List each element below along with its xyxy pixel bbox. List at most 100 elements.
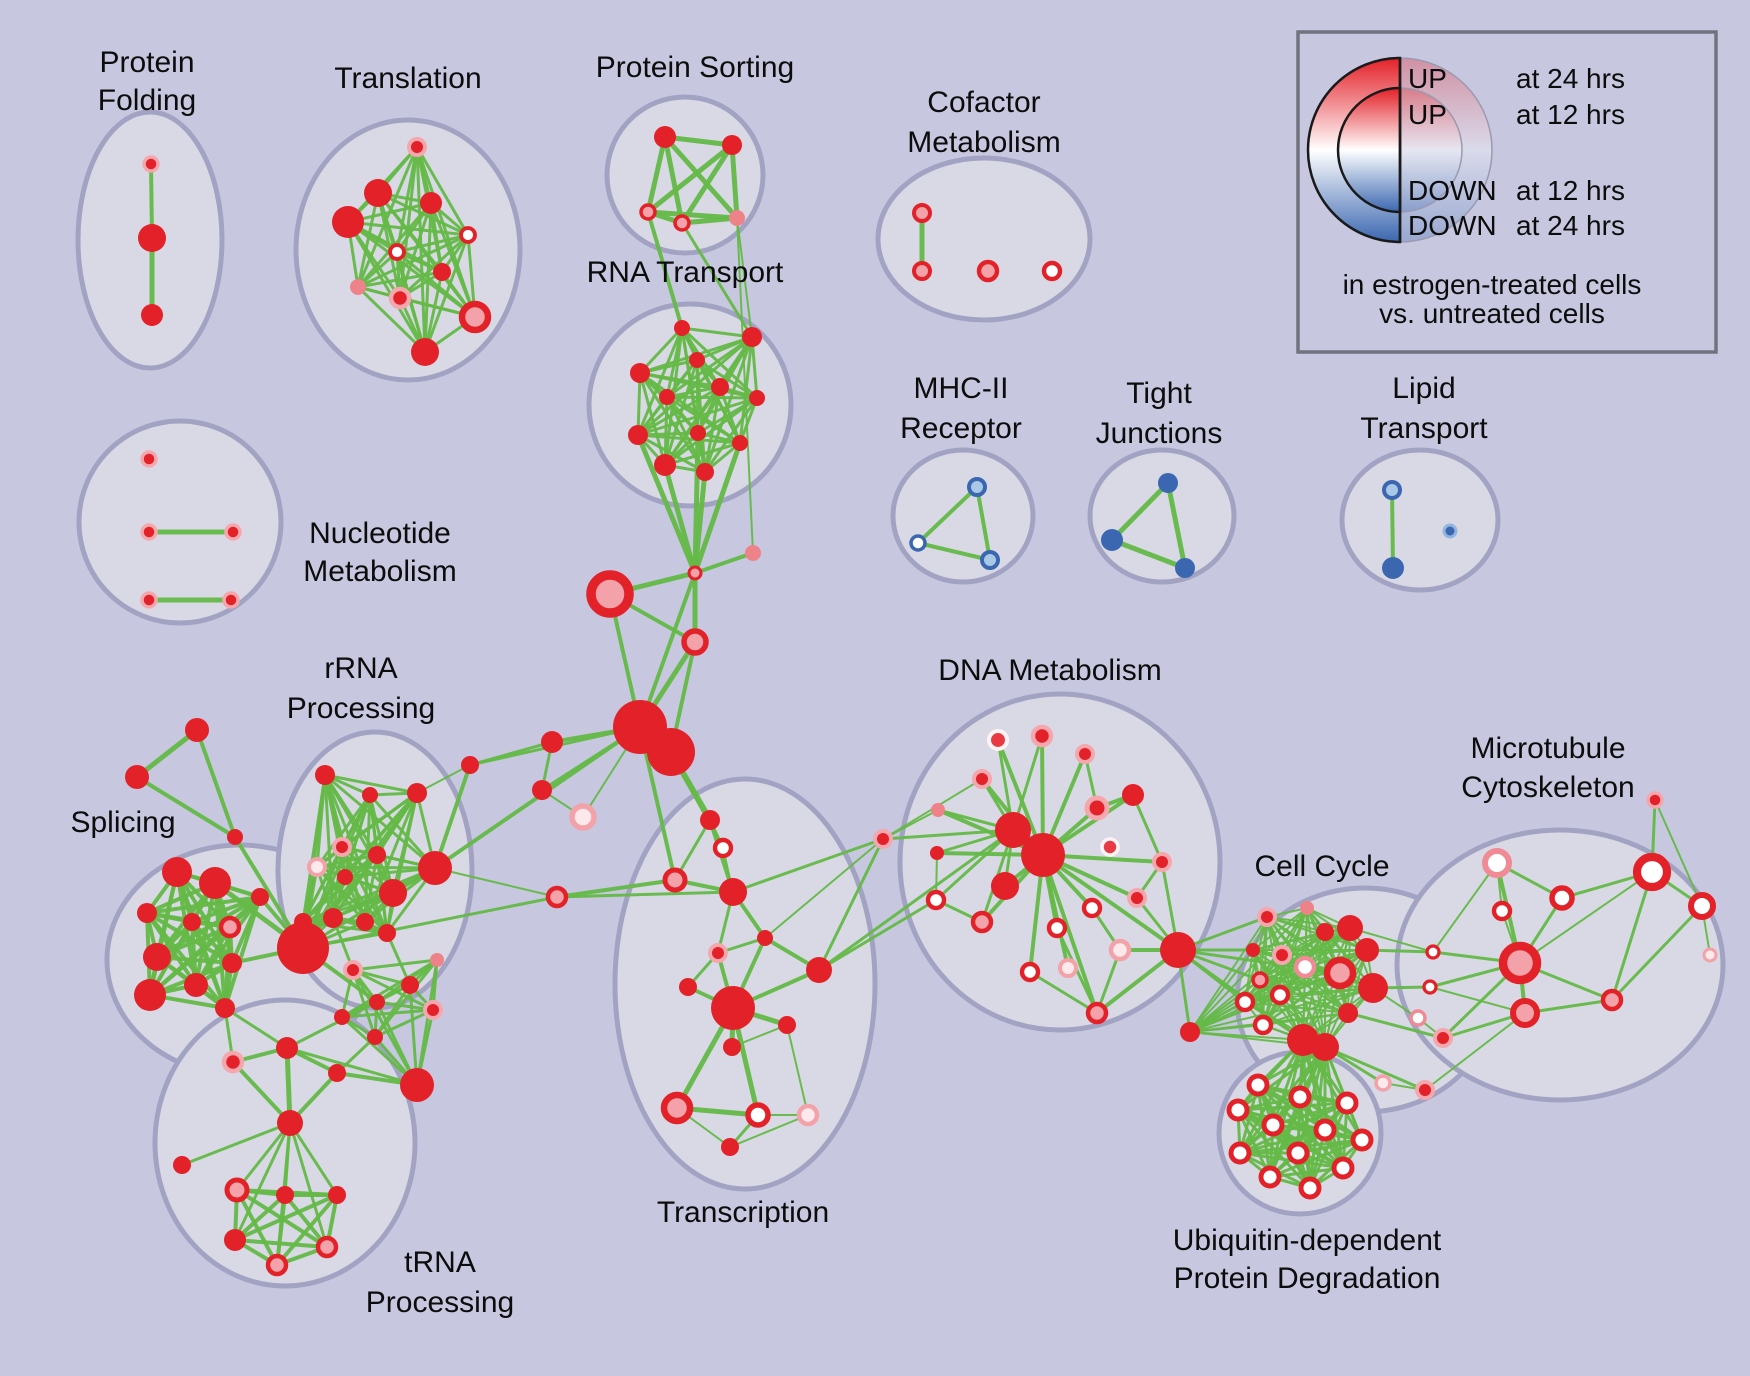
edge-dm5-dm4 <box>882 809 939 840</box>
gene-node-dm9 <box>1084 795 1110 821</box>
legend-time-label: at 24 hrs <box>1516 210 1625 241</box>
gene-node-tx11 <box>723 1038 741 1056</box>
cluster-label-tx: Transcription <box>657 1196 829 1229</box>
edge-jx0-rt7 <box>635 432 698 576</box>
edge-rr4-rr11 <box>340 845 389 935</box>
gene-node-lp1 <box>1382 557 1404 579</box>
gene-node-dm15 <box>970 910 994 934</box>
gene-node-dm3 <box>972 769 992 789</box>
gene-node-cf3 <box>1041 260 1063 282</box>
gene-node-rr5 <box>368 846 386 864</box>
gene-node-dm22 <box>1085 1001 1109 1025</box>
cluster-label-cc: Cell Cycle <box>1254 850 1389 883</box>
gene-node-sp4 <box>218 915 242 939</box>
gene-node-tl4 <box>388 243 406 261</box>
edge-sp11-tn1 <box>223 1006 289 1050</box>
gene-node-cc17 <box>1311 1033 1339 1061</box>
gene-node-jx2 <box>681 628 709 656</box>
edge-dm20-dm22 <box>1028 970 1099 1015</box>
edge-rr11-rr12 <box>301 920 389 935</box>
edge-jx0-rt10 <box>662 462 698 576</box>
gene-node-tx3 <box>545 885 569 909</box>
gene-node-cc20 <box>1409 1009 1427 1027</box>
edge-tx3-tx2 <box>555 878 677 899</box>
gene-node-mt10 <box>1687 891 1717 921</box>
edge-cc17-ub10 <box>1268 1045 1327 1179</box>
edge-tn3-tn9 <box>288 1121 329 1249</box>
gene-node-cc10 <box>1337 915 1363 941</box>
gene-node-tl10 <box>411 338 439 366</box>
gene-node-nm0 <box>140 450 158 468</box>
gene-node-tx0 <box>700 810 720 830</box>
edge-tl3-tl10 <box>346 220 427 354</box>
gene-node-tx15 <box>721 1138 739 1156</box>
edge-ps3-rt1 <box>680 221 754 339</box>
edge-rr0-rr2 <box>323 773 419 795</box>
edge-ub2-ub3 <box>1236 1101 1349 1112</box>
gene-node-jx0 <box>687 565 703 581</box>
gene-node-dm4 <box>931 803 945 817</box>
gene-node-cc14 <box>1358 973 1388 1003</box>
edge-rt0-rt2 <box>638 326 684 375</box>
gene-node-st1 <box>125 765 149 789</box>
gene-node-rt3 <box>689 352 705 368</box>
edge-cc1-cc9 <box>1189 907 1308 1033</box>
gene-node-sp11 <box>215 998 235 1018</box>
edge-st1-st2 <box>135 775 237 839</box>
cluster-label-mt: Cytoskeleton <box>1461 771 1634 804</box>
gene-node-rr17 <box>401 976 419 994</box>
edge-tn5-tn10 <box>235 1188 279 1267</box>
legend-time-label: at 12 hrs <box>1516 99 1625 130</box>
gene-node-mt9 <box>1632 852 1672 892</box>
edge-ps2-rt0 <box>646 210 684 330</box>
cluster-ellipse-lp <box>1339 447 1501 593</box>
gene-node-cc9 <box>1180 1022 1200 1042</box>
gene-node-ub9 <box>1331 1156 1355 1180</box>
edge-ps1-ps4 <box>729 142 740 221</box>
gene-node-rr2 <box>407 783 427 803</box>
edge-st0-st2 <box>195 728 237 839</box>
gene-node-cc0 <box>1257 907 1277 927</box>
edge-tj0-tj2 <box>1165 480 1188 571</box>
gene-node-rr1 <box>362 787 378 803</box>
gene-node-cf0 <box>912 203 932 223</box>
gene-node-cc7 <box>1234 991 1256 1013</box>
gene-node-rt11 <box>696 463 714 481</box>
edge-cc23-mt4 <box>1424 1012 1526 1091</box>
cluster-ellipse-tj <box>1087 447 1237 585</box>
gene-node-rr9 <box>323 908 343 928</box>
gene-node-rr4 <box>332 837 352 857</box>
edge-cc6-cc15 <box>1279 994 1349 1014</box>
gene-node-lc1 <box>532 780 552 800</box>
edge-tj0-tj1 <box>1109 480 1171 543</box>
edge-ub5-ub7 <box>1238 1128 1327 1155</box>
gene-node-dm21 <box>1058 958 1078 978</box>
gene-node-rr23 <box>400 1068 434 1102</box>
edge-rr15-tx3 <box>301 895 559 950</box>
edge-mt3-mt9 <box>1519 871 1653 964</box>
legend-ring-12h <box>1336 86 1402 214</box>
edge-rr4-rr12 <box>301 845 344 924</box>
gene-node-tn8 <box>224 1229 246 1251</box>
gene-node-mh2 <box>980 550 1000 570</box>
cluster-label-rr: Processing <box>287 692 435 725</box>
edge-cc0-cc9 <box>1189 916 1268 1033</box>
gene-node-ub7 <box>1228 1141 1252 1165</box>
gene-node-tl6 <box>433 263 451 281</box>
edge-cc8-cc11 <box>1262 931 1326 1026</box>
gene-node-tx9 <box>711 986 755 1030</box>
gene-node-lc3 <box>461 756 479 774</box>
gene-node-dm12 <box>1152 852 1172 872</box>
edge-dm7-dm23 <box>1041 853 1180 952</box>
gene-node-nm1 <box>140 523 158 541</box>
cluster-label-dm: DNA Metabolism <box>938 654 1161 687</box>
gene-node-tl8 <box>388 286 412 310</box>
gene-node-dm1 <box>1030 724 1054 748</box>
cluster-label-nm: Nucleotide <box>309 517 451 550</box>
cluster-label-sp: Splicing <box>70 806 175 839</box>
gene-node-st2 <box>227 829 243 845</box>
gene-node-cc4 <box>1293 955 1317 979</box>
edge-ps0-ps2 <box>645 134 668 215</box>
gene-node-dm0 <box>986 728 1010 752</box>
